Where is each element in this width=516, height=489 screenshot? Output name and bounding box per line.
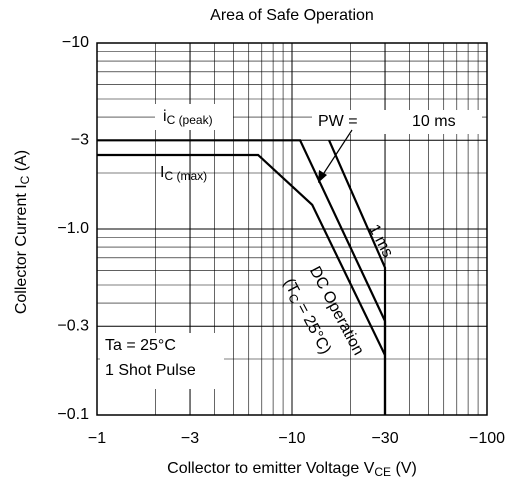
arrow-head [318,170,327,183]
x-tick-label: −1 [88,430,106,447]
annotation-text: 10 ms [412,113,456,130]
y-tick-label: −10 [62,34,89,51]
annotation: 10 ms [412,113,456,130]
annotation-text: 1 Shot Pulse [105,362,196,379]
label-bg [312,110,482,134]
annotation-text: (T [280,276,302,298]
curve [328,139,387,356]
y-tick-label: −3 [71,131,89,148]
x-axis-label: Collector to emitter Voltage VCE (V) [167,460,417,479]
plot-frame [96,42,488,416]
annotation-text: PW = [318,113,358,130]
x-tick-label: −100 [469,430,505,447]
label-bg [155,104,233,130]
annotation-text: 1 ms [365,222,396,261]
annotation: 1 ms [365,222,396,261]
annotation: iC (peak) [163,108,213,127]
x-tick-label: −10 [278,430,305,447]
annotation: IC (max) [160,164,207,183]
annotation-sub: C (peak) [167,113,213,127]
annotation: Ta = 25°C [105,337,176,354]
y-tick-label: −0.3 [57,317,89,334]
x-tick-label: −3 [181,430,199,447]
y-tick-label: −0.1 [57,406,89,423]
annotation-sub: C (max) [164,169,207,183]
annotation-text: Ta = 25°C [105,337,176,354]
curve [97,139,387,415]
chart-title: Area of Safe Operation [210,7,374,24]
arrow [321,129,353,177]
x-tick-label: −30 [371,430,398,447]
annotation: 1 Shot Pulse [105,362,196,379]
annotation-text: I [160,164,164,181]
y-axis-label: Collector Current IC (A) [13,150,32,314]
y-tick-label: −1.0 [57,220,89,237]
annotation-text: i [163,108,167,125]
label-box [100,333,224,389]
annotation: PW = [318,113,358,130]
